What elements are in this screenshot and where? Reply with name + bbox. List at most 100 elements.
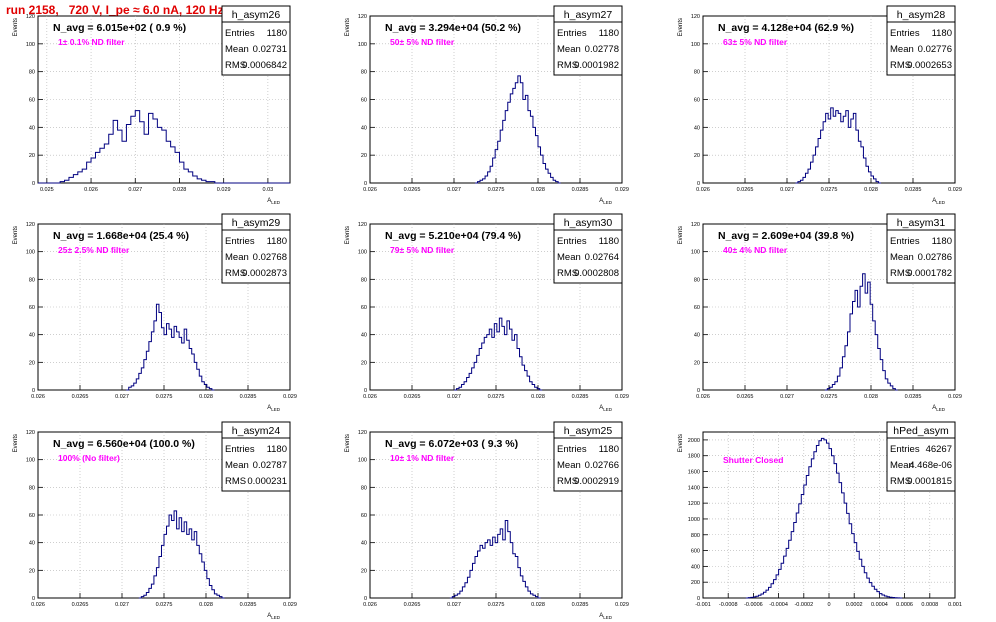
x-tick-label: 0.027: [447, 394, 461, 400]
y-tick-label: 20: [694, 360, 700, 366]
hist-name: h_asym24: [232, 425, 281, 437]
stat-value-entries: 1180: [599, 236, 619, 247]
y-tick-label: 20: [361, 568, 367, 574]
x-tick-label: 0.0285: [572, 187, 589, 193]
stat-value-mean: 0.02776: [918, 44, 952, 55]
filter-label: 40± 4% ND filter: [723, 245, 788, 255]
stats-box: h_asym28 Entries 1180 Mean 0.02776 RMS0.00026…: [886, 5, 956, 76]
y-tick-label: 80: [694, 277, 700, 283]
stats-box: h_asym26 Entries 1180 Mean 0.02731 RMS0.00068…: [221, 5, 291, 76]
y-tick-label: 100: [691, 42, 700, 48]
x-tick-label: 0.0275: [488, 187, 505, 193]
y-tick-label: 100: [26, 250, 35, 256]
y-tick-label: 80: [29, 485, 35, 491]
stat-label-mean: Mean: [557, 460, 581, 471]
stat-label-entries: Entries: [557, 444, 587, 455]
x-tick-label: 0.028: [531, 187, 545, 193]
y-tick-label: 60: [361, 305, 367, 311]
x-axis-title: ALED: [932, 405, 946, 412]
y-axis-title: Events: [13, 226, 19, 244]
stat-label-entries: Entries: [225, 444, 255, 455]
navg-label: N_avg = 6.015e+02 ( 0.9 %): [53, 22, 186, 34]
stat-label-mean: Mean: [225, 252, 249, 263]
hist-name: h_asym27: [564, 9, 613, 21]
x-tick-label: 0.0265: [404, 602, 421, 608]
y-tick-label: 60: [29, 98, 35, 104]
y-axis-title: Events: [345, 226, 351, 244]
x-tick-label: 0.027: [447, 602, 461, 608]
y-tick-label: 100: [26, 42, 35, 48]
stat-value-mean: 0.02787: [253, 460, 287, 471]
stat-value-rms: 0.0002873: [242, 268, 287, 279]
stat-label-entries: Entries: [890, 236, 920, 247]
x-tick-label: 0: [827, 602, 830, 608]
panel-h_asym26: 0 20 40 60 80 100 120 0.025 0.026 0.027 0.028 0.029…: [13, 5, 291, 205]
histogram-series: [454, 317, 543, 391]
y-tick-label: 0: [32, 388, 35, 394]
hist-name: h_asym25: [564, 425, 613, 437]
x-axis-title: ALED: [267, 198, 281, 205]
stat-label-entries: Entries: [890, 444, 920, 455]
x-tick-label: 0.0285: [905, 187, 922, 193]
y-tick-label: 2000: [688, 438, 700, 444]
x-tick-label: 0.026: [31, 602, 45, 608]
y-tick-label: 1000: [688, 517, 700, 523]
stats-box: h_asym31 Entries 1180 Mean 0.02786 RMS0.00017…: [886, 213, 956, 284]
y-tick-label: 200: [691, 580, 700, 586]
stat-label-mean: Mean: [557, 44, 581, 55]
y-axis-title: Events: [678, 18, 684, 36]
y-tick-label: 100: [358, 42, 367, 48]
panel-h_asym25: 0 20 40 60 80 100 120 0.026 0.0265 0.027 0.0275 0.0…: [345, 421, 629, 620]
x-tick-label: 0.0275: [156, 394, 173, 400]
x-tick-label: 0.0275: [821, 187, 838, 193]
x-tick-label: 0.029: [217, 187, 231, 193]
y-tick-label: 1200: [688, 501, 700, 507]
stat-label-mean: Mean: [890, 44, 914, 55]
stats-table-box: [553, 21, 623, 76]
stat-label-rms: RMS: [890, 268, 911, 279]
x-axis-title: ALED: [599, 405, 613, 412]
histogram-series: [449, 520, 541, 599]
y-tick-label: 40: [29, 333, 35, 339]
y-tick-label: 800: [691, 533, 700, 539]
y-tick-label: 120: [358, 14, 367, 20]
filter-label: 50± 5% ND filter: [390, 37, 455, 47]
x-axis-title: ALED: [599, 613, 613, 620]
stat-value-rms: 0.0002808: [574, 268, 619, 279]
stat-label-mean: Mean: [890, 460, 914, 471]
y-tick-label: 60: [361, 513, 367, 519]
hist-name: h_asym31: [897, 217, 946, 229]
panel-hPed_asym: 0 200 400 600 800 1000 1200 1400 1600 1800 2000 -0.…: [678, 421, 962, 608]
stat-label-mean: Mean: [890, 252, 914, 263]
x-tick-label: 0.0285: [572, 602, 589, 608]
stats-box: h_asym29 Entries 1180 Mean 0.02768 RMS0.00028…: [221, 213, 291, 284]
x-tick-label: 0.0265: [72, 602, 89, 608]
stat-label-entries: Entries: [225, 236, 255, 247]
stat-value-rms: 0.0006842: [242, 60, 287, 71]
hist-name: hPed_asym: [893, 425, 949, 437]
y-tick-label: 0: [364, 388, 367, 394]
y-tick-label: 1800: [688, 454, 700, 460]
filter-label: 10± 1% ND filter: [390, 453, 455, 463]
stat-value-entries: 1180: [599, 444, 619, 455]
stats-table-box: [221, 21, 291, 76]
x-tick-label: -0.0002: [794, 602, 813, 608]
y-tick-label: 80: [361, 70, 367, 76]
navg-label: N_avg = 4.128e+04 (62.9 %): [718, 22, 854, 34]
x-tick-label: 0.026: [696, 187, 710, 193]
panel-h_asym29: 0 20 40 60 80 100 120 0.026 0.0265 0.027 0.0275 0.0…: [13, 213, 297, 412]
x-tick-label: 0.028: [531, 602, 545, 608]
run-title: run 2158, 720 V, I_pe ≈ 6.0 nA, 120 Hz: [6, 3, 224, 17]
x-tick-label: 0.026: [31, 394, 45, 400]
x-tick-label: 0.0008: [921, 602, 938, 608]
x-tick-label: 0.029: [283, 602, 297, 608]
y-tick-label: 40: [29, 125, 35, 131]
stats-table-box: [221, 229, 291, 284]
navg-label: N_avg = 1.668e+04 (25.4 %): [53, 230, 189, 242]
stat-value-rms: 0.000231: [247, 476, 287, 487]
stat-label-rms: RMS: [890, 60, 911, 71]
x-tick-label: 0.028: [864, 394, 878, 400]
stat-value-entries: 46267: [926, 444, 952, 455]
x-tick-label: 0.029: [615, 187, 629, 193]
x-tick-label: 0.028: [864, 187, 878, 193]
